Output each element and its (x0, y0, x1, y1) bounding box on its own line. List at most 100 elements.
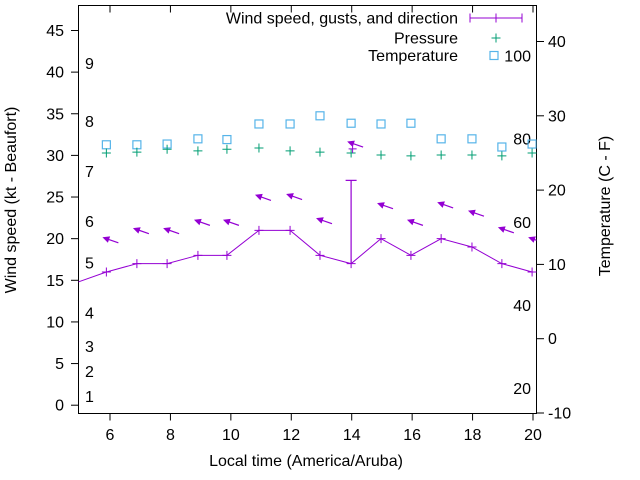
pressure-point (436, 150, 446, 160)
pressure-point (406, 151, 416, 161)
pressure-point (527, 148, 537, 158)
temperature-point (222, 134, 232, 145)
y-left-tick-label: 15 (46, 273, 64, 290)
x-axis-ticks: 6 8 10 12 14 16 18 20 (106, 5, 542, 444)
inner-scale-label: 60 (513, 215, 531, 232)
arrow-head (406, 218, 415, 226)
wind-speed-line (78, 229, 533, 283)
y-left-tick-label: 5 (55, 356, 64, 373)
y-left-axis-title: Wind speed (kt - Beaufort) (3, 107, 20, 294)
x-tick-label: 8 (166, 427, 175, 444)
beaufort-label: 6 (85, 214, 94, 231)
temperature-point (132, 140, 142, 150)
pressure-series (101, 143, 537, 161)
plot-border (78, 5, 537, 414)
y-left-tick-label: 35 (46, 106, 64, 123)
pressure-point (376, 150, 386, 160)
arrow-head (377, 202, 385, 209)
wind-speed-point (527, 267, 537, 277)
temperature-point (406, 118, 416, 128)
beaufort-label: 7 (85, 164, 94, 181)
wind-speed-point (315, 250, 325, 260)
wind-speed-point (254, 225, 264, 235)
pressure-point (467, 150, 477, 160)
x-tick-label: 20 (524, 427, 542, 444)
legend-sample-square (489, 50, 499, 61)
pressure-point (162, 144, 172, 154)
y-left-tick-label: 10 (46, 314, 64, 331)
x-tick-label: 14 (343, 427, 361, 444)
beaufort-label: 4 (85, 306, 94, 323)
y-right-tick-label: 40 (548, 34, 566, 51)
arrow-head (316, 217, 324, 224)
arrow-head (286, 193, 294, 200)
pressure-point (285, 146, 295, 156)
arrow-head (222, 218, 231, 226)
pressure-point (101, 148, 111, 158)
wind-speed-point (162, 259, 172, 269)
wind-speed-point (222, 250, 232, 260)
arrow-head (193, 218, 202, 226)
arrow-head (132, 227, 141, 234)
beaufort-label: 9 (85, 56, 94, 73)
pressure-point (497, 151, 507, 161)
x-tick-label: 6 (106, 427, 115, 444)
temperature-point (193, 134, 203, 144)
y-right-axis-title: Temperature (C - F) (597, 136, 614, 276)
wind-speed-point (193, 250, 203, 260)
gust-error-bars (345, 179, 357, 264)
legend-label-pressure: Pressure (394, 31, 458, 48)
wind-speed-point (101, 267, 111, 277)
data-series (78, 111, 537, 283)
arrow-head (163, 227, 171, 234)
wind-speed-point (406, 250, 416, 260)
arrow-head (528, 236, 536, 243)
x-tick-label: 10 (222, 427, 240, 444)
x-tick-label: 12 (282, 427, 300, 444)
temperature-point (527, 139, 537, 149)
arrow-head (254, 193, 263, 201)
y-left-tick-label: 0 (55, 398, 64, 415)
y-left-tick-label: 40 (46, 65, 64, 82)
generated-plot-elements: 6 8 10 12 14 16 18 2005101520253035404512345678… (46, 5, 571, 444)
temperature-series (101, 111, 537, 152)
arrow-head (347, 140, 355, 148)
temperature-point (497, 142, 507, 152)
y-right-tick-label: -10 (548, 406, 571, 423)
temperature-point (436, 134, 446, 144)
temperature-point (346, 118, 356, 128)
legend-label-wind: Wind speed, gusts, and direction (226, 11, 458, 28)
arrow-head (497, 226, 506, 233)
wind-speed-point (467, 242, 477, 252)
legend-sample-plus (491, 33, 501, 43)
temperature-point (101, 140, 111, 150)
wind-speed-point (376, 234, 386, 244)
x-tick-label: 18 (464, 427, 482, 444)
y-right-tick-label: 10 (548, 257, 566, 274)
y-right-tick-label: 0 (548, 331, 557, 348)
inner-scale-label: 40 (513, 298, 531, 315)
y-left-tick-label: 20 (46, 231, 64, 248)
temperature-point (467, 134, 477, 144)
temperature-point (315, 111, 325, 121)
pressure-point (315, 147, 325, 157)
beaufort-label: 3 (85, 339, 94, 356)
inner-scale-label: 80 (513, 132, 531, 149)
pressure-point (346, 148, 356, 158)
inner-scale-label: 100 (504, 49, 531, 66)
beaufort-label: 5 (85, 256, 94, 273)
y-left-axis-ticks: 0 5 10 15 20 25 30 35 40 45 (46, 23, 79, 415)
y-right-tick-label: 30 (548, 108, 566, 125)
legend-label-temperature: Temperature (368, 48, 458, 65)
beaufort-scale-labels: 1 2 3 4 5 6 7 8 9 (85, 56, 94, 406)
wind-direction-arrows (102, 140, 537, 244)
legend-samples (469, 13, 523, 61)
inner-scale-label: 20 (513, 381, 531, 398)
wind-speed-point (436, 234, 446, 244)
y-left-tick-label: 45 (46, 23, 64, 40)
wind-speed-series (78, 225, 537, 283)
pressure-point (132, 147, 142, 157)
temperature-point (285, 119, 295, 129)
